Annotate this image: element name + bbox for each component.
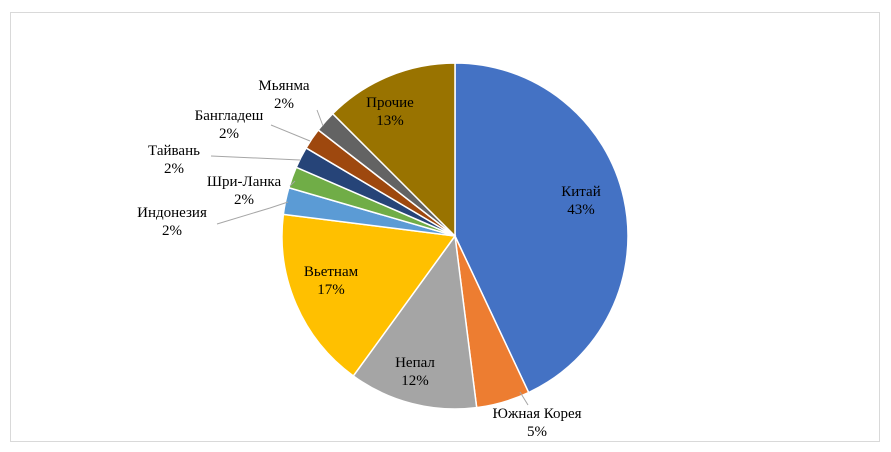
pie-slice-1 (454, 62, 629, 394)
leader-line-8 (270, 124, 311, 142)
leader-line-6 (289, 180, 296, 187)
slice-percent-4: 17% (317, 282, 345, 298)
slice-name-4: Вьетнам (304, 264, 359, 280)
pie-slice-4 (281, 213, 457, 378)
slice-name-7: Тайвань (148, 143, 200, 159)
slice-name-10: Прочие (366, 95, 414, 111)
slice-name-1: Китай (561, 184, 600, 200)
slice-percent-9: 2% (274, 96, 294, 112)
pie-slice-3 (352, 234, 478, 410)
slice-percent-2: 5% (527, 424, 547, 440)
slice-label-4: Вьетнам 17% (304, 264, 359, 298)
leader-line-7 (210, 155, 301, 161)
leader-line-2 (519, 391, 529, 406)
slice-label-2: Южная Корея 5% (492, 406, 581, 440)
slice-name-3: Непал (395, 355, 435, 371)
slice-name-2: Южная Корея (492, 406, 581, 422)
pie-slice-10 (331, 62, 456, 238)
slice-label-1: Китай 43% (561, 184, 600, 218)
slice-label-6: Шри-Ланка 2% (207, 174, 282, 208)
slice-label-9: Мьянма 2% (258, 78, 309, 112)
slice-name-6: Шри-Ланка (207, 174, 282, 190)
slice-name-8: Бангладеш (195, 108, 264, 124)
slice-percent-6: 2% (234, 192, 254, 208)
slice-percent-3: 12% (401, 373, 429, 389)
leader-line-9 (316, 109, 324, 127)
slice-name-5: Индонезия (137, 205, 207, 221)
slice-label-8: Бангладеш 2% (195, 108, 264, 142)
slice-label-5: Индонезия 2% (137, 205, 207, 239)
slice-percent-5: 2% (162, 223, 182, 239)
slice-percent-8: 2% (219, 126, 239, 142)
slice-label-10: Прочие 13% (366, 95, 414, 129)
slice-percent-7: 2% (164, 161, 184, 177)
slice-label-3: Непал 12% (395, 355, 435, 389)
slice-percent-10: 13% (376, 113, 404, 129)
slice-name-9: Мьянма (258, 78, 309, 94)
slice-label-7: Тайвань 2% (148, 143, 200, 177)
leader-line-5 (216, 201, 289, 225)
slice-percent-1: 43% (567, 202, 595, 218)
